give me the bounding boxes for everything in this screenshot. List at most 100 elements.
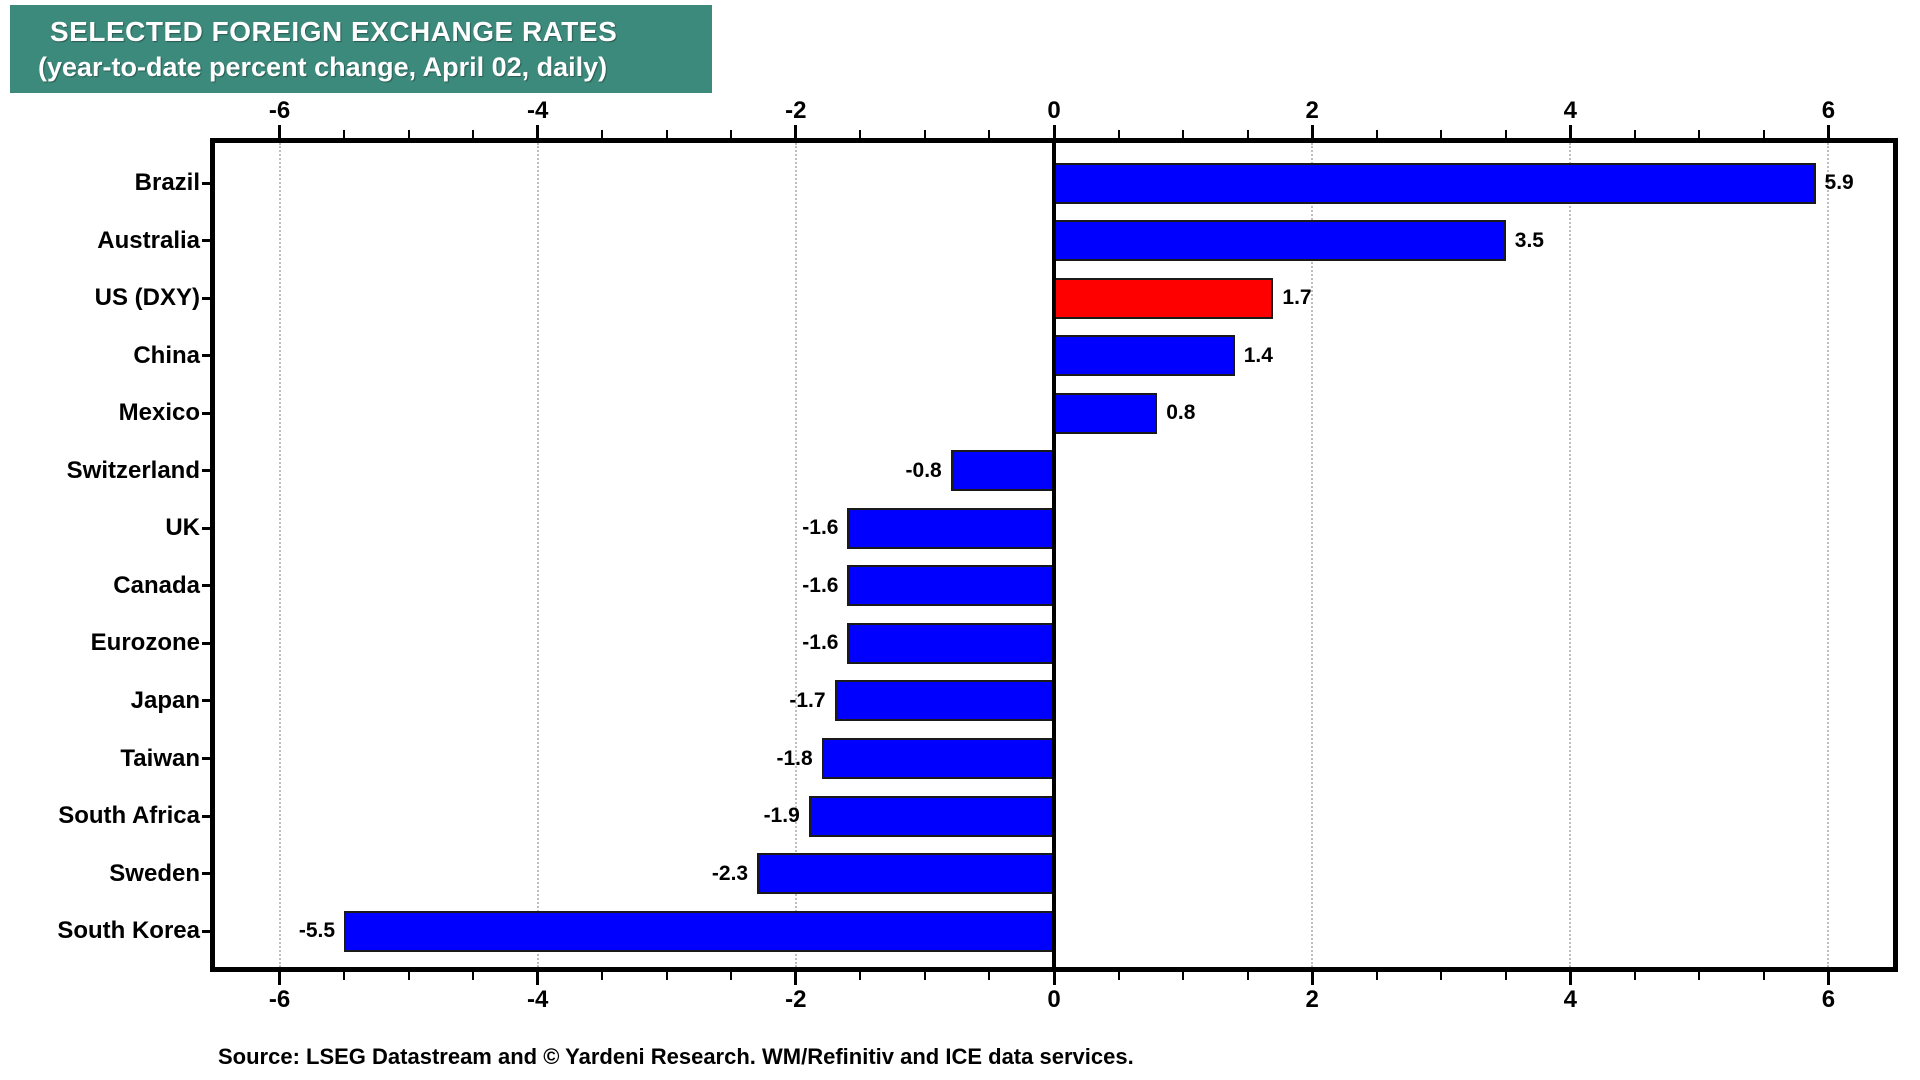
category-tick — [202, 526, 215, 530]
x-axis-label-top: -6 — [268, 97, 291, 124]
category-tick — [202, 584, 215, 588]
category-tick — [202, 872, 215, 876]
category-label-japan: Japan — [130, 686, 200, 714]
x-axis-minor-tick-bottom — [859, 972, 862, 980]
plot-border — [210, 138, 1898, 972]
gridline — [1827, 143, 1830, 967]
x-axis-major-tick-bottom — [1052, 972, 1056, 985]
x-axis-minor-tick-top — [665, 130, 668, 138]
x-axis-minor-tick-bottom — [601, 972, 604, 980]
bar-taiwan — [821, 738, 1054, 779]
x-axis-minor-tick-bottom — [1375, 972, 1378, 980]
x-axis-label-top: -4 — [527, 97, 549, 124]
x-axis-minor-tick-bottom — [343, 972, 346, 980]
x-axis-minor-tick-top — [601, 130, 604, 138]
x-axis-minor-tick-top — [988, 130, 991, 138]
x-axis-minor-tick-top — [1440, 130, 1443, 138]
bar-japan — [834, 680, 1054, 722]
category-tick — [202, 469, 215, 473]
bar-south-korea — [344, 910, 1054, 952]
category-tick — [202, 354, 215, 358]
chart-title: SELECTED FOREIGN EXCHANGE RATES — [50, 16, 618, 47]
source-note: Source: LSEG Datastream and © Yardeni Re… — [218, 1044, 1134, 1069]
x-axis-minor-tick-top — [1698, 130, 1701, 138]
category-label-south-africa: South Africa — [58, 802, 200, 830]
x-axis-major-tick-bottom — [536, 972, 540, 985]
x-axis-major-tick-top — [794, 125, 798, 138]
bar-eurozone — [847, 622, 1054, 664]
value-label-south-korea: -5.5 — [298, 919, 336, 943]
value-label-sweden: -2.3 — [711, 861, 749, 885]
value-label-mexico: 0.8 — [1166, 401, 1196, 425]
category-tick — [202, 699, 215, 703]
x-axis-minor-tick-bottom — [1504, 972, 1507, 980]
value-label-switzerland: -0.8 — [905, 458, 942, 482]
x-axis-major-tick-top — [536, 125, 540, 138]
bar-canada — [847, 565, 1054, 607]
x-axis-minor-tick-bottom — [988, 972, 991, 980]
zero-axis-line — [1052, 143, 1056, 967]
category-label-switzerland: Switzerland — [66, 456, 200, 484]
x-axis-minor-tick-bottom — [730, 972, 733, 980]
bar-mexico — [1054, 392, 1158, 434]
bar-australia — [1054, 220, 1506, 262]
x-axis-minor-tick-bottom — [1182, 972, 1185, 980]
x-axis-minor-tick-bottom — [1440, 972, 1443, 980]
bar-switzerland — [950, 450, 1054, 492]
x-axis-label-top: 6 — [1821, 97, 1836, 124]
bar-brazil — [1054, 162, 1816, 204]
category-tick — [202, 641, 215, 645]
x-axis-minor-tick-bottom — [472, 972, 475, 980]
gridline — [536, 143, 539, 967]
x-axis-minor-tick-top — [1375, 130, 1378, 138]
category-tick — [202, 929, 215, 933]
x-axis-label-top: -2 — [785, 97, 807, 124]
x-axis-label-bottom: 4 — [1563, 986, 1577, 1013]
category-label-us-dxy: US (DXY) — [94, 284, 200, 312]
x-axis-minor-tick-top — [1504, 130, 1507, 138]
category-label-mexico: Mexico — [118, 399, 200, 427]
x-axis-major-tick-bottom — [1568, 972, 1572, 985]
x-axis-minor-tick-bottom — [1698, 972, 1701, 980]
chart-subtitle: (year-to-date percent change, April 02, … — [38, 52, 608, 82]
category-tick — [202, 239, 215, 243]
category-label-brazil: Brazil — [134, 169, 200, 196]
x-axis-minor-tick-top — [407, 130, 410, 138]
x-axis-major-tick-bottom — [1826, 972, 1830, 985]
value-label-taiwan: -1.8 — [776, 746, 813, 770]
value-label-japan: -1.7 — [789, 688, 826, 712]
x-axis-major-tick-bottom — [278, 972, 282, 985]
x-axis-major-tick-top — [1052, 125, 1056, 138]
x-axis-minor-tick-bottom — [665, 972, 668, 980]
x-axis-minor-tick-bottom — [1246, 972, 1249, 980]
gridline — [1311, 143, 1314, 967]
x-axis-label-bottom: -4 — [527, 986, 549, 1013]
category-label-uk: UK — [165, 514, 200, 542]
category-label-canada: Canada — [113, 571, 200, 599]
x-axis-label-bottom: 0 — [1047, 986, 1061, 1013]
x-axis-minor-tick-top — [923, 130, 926, 138]
x-axis-major-tick-top — [278, 125, 282, 138]
x-axis-major-tick-top — [1568, 125, 1572, 138]
value-label-australia: 3.5 — [1514, 228, 1544, 252]
bar-uk — [847, 507, 1054, 549]
x-axis-minor-tick-top — [1633, 130, 1636, 138]
x-axis-major-tick-bottom — [794, 972, 798, 985]
x-axis-major-tick-bottom — [1310, 972, 1314, 985]
value-label-brazil: 5.9 — [1824, 171, 1854, 194]
gridline — [1569, 143, 1572, 967]
gridline — [794, 143, 797, 967]
value-label-south-africa: -1.9 — [763, 804, 800, 828]
x-axis-minor-tick-top — [1182, 130, 1185, 138]
value-label-uk: -1.6 — [802, 516, 839, 540]
x-axis-minor-tick-top — [1246, 130, 1249, 138]
bar-china — [1054, 335, 1235, 377]
x-axis-label-top: 4 — [1563, 97, 1577, 124]
x-axis-minor-tick-bottom — [407, 972, 410, 980]
x-axis-minor-tick-bottom — [923, 972, 926, 980]
x-axis-minor-tick-bottom — [1762, 972, 1765, 980]
category-tick — [202, 814, 215, 818]
x-axis-label-bottom: -2 — [785, 986, 807, 1013]
category-tick — [202, 411, 215, 415]
